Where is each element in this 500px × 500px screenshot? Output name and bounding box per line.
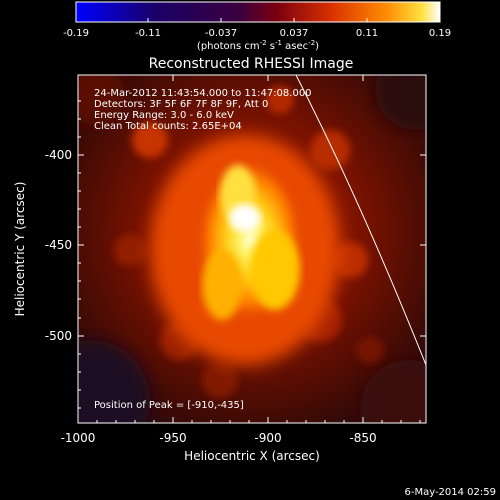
- colorbar-tick-1: -0.19: [63, 28, 89, 39]
- colorbar-tick-3: -0.037: [205, 28, 237, 39]
- rhessi-image: [78, 75, 426, 423]
- solar-limb: [295, 75, 426, 366]
- colorbar-ticks: [75, 18, 441, 22]
- y-axis-ticks: [78, 100, 426, 409]
- colorbar: [75, 1, 441, 23]
- info-time-range: 24-Mar-2012 11:43:54.000 to 11:47:08.000: [94, 88, 312, 99]
- generation-timestamp: 6-May-2014 02:59: [404, 487, 496, 498]
- y-tick-label-2: -450: [45, 238, 72, 252]
- info-energy-range: Energy Range: 3.0 - 6.0 keV: [94, 110, 234, 121]
- colorbar-tick-5: 0.11: [356, 28, 378, 39]
- plot-title: Reconstructed RHESSI Image: [149, 56, 354, 72]
- x-axis-label: Heliocentric X (arcsec): [184, 449, 320, 463]
- x-tick-label-2: -950: [159, 431, 186, 445]
- info-counts: Clean Total counts: 2.65E+04: [94, 121, 242, 132]
- info-detectors: Detectors: 3F 5F 6F 7F 8F 9F, Att 0: [94, 99, 268, 110]
- peak-position: Position of Peak = [-910,-435]: [94, 400, 244, 411]
- colorbar-tick-6: 0.19: [429, 28, 451, 39]
- plot-frame: [77, 74, 427, 424]
- y-tick-label-3: -500: [45, 329, 72, 343]
- y-tick-label-1: -400: [45, 148, 72, 162]
- x-tick-label-4: -850: [349, 431, 376, 445]
- colorbar-tick-4: 0.037: [280, 28, 309, 39]
- colorbar-tick-2: -0.11: [135, 28, 161, 39]
- x-tick-label-3: -900: [254, 431, 281, 445]
- y-axis-label: Heliocentric Y (arcsec): [13, 182, 27, 317]
- x-tick-label-1: -1000: [61, 431, 96, 445]
- x-axis-ticks: [77, 75, 421, 423]
- colorbar-units: (photons cm-2 s-1 asec-2): [197, 39, 319, 52]
